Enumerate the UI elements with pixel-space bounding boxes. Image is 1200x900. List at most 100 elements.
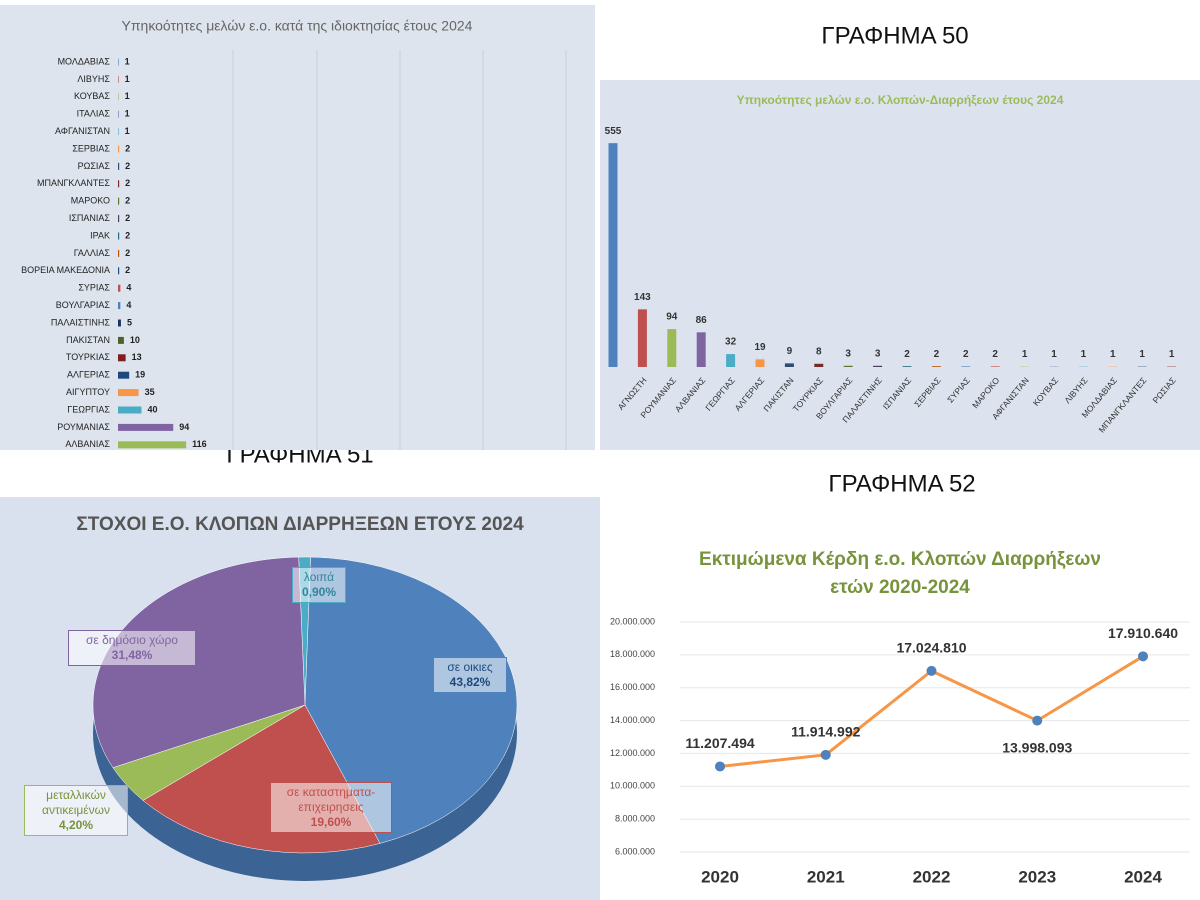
- bar: [784, 363, 794, 367]
- marker: [1138, 651, 1148, 662]
- bar: [118, 197, 120, 205]
- y-tick-label: 10.000.000: [610, 781, 655, 791]
- bar: [990, 366, 1000, 367]
- marker: [715, 761, 725, 772]
- bar: [696, 332, 706, 367]
- data-label: 2: [125, 248, 130, 258]
- data-label: 1: [125, 91, 130, 101]
- bar: [118, 441, 187, 449]
- bar: [118, 232, 120, 240]
- panel: [600, 528, 1200, 900]
- data-label: 2: [125, 265, 130, 275]
- data-label: 40: [148, 404, 158, 414]
- data-label: 19: [754, 342, 766, 353]
- data-label: 94: [666, 312, 678, 323]
- chart-title: ΣΤΟΧΟΙ Ε.Ο. ΚΛΟΠΩΝ ΔΙΑΡΡΗΞΕΩΝ ΕΤΟΥΣ 2024: [76, 514, 524, 535]
- y-tick-label: ΤΟΥΡΚΙΑΣ: [66, 352, 111, 362]
- data-label: 2: [992, 349, 998, 360]
- data-label: 35: [145, 387, 155, 397]
- pie-label: σε οικιες 43,82%: [433, 657, 507, 693]
- data-label: 116: [192, 439, 207, 449]
- data-label: 32: [725, 337, 737, 348]
- x-tick-label: 2020: [701, 867, 739, 886]
- data-label: 94: [179, 422, 189, 432]
- y-tick-label: ΑΛΒΑΝΙΑΣ: [65, 439, 110, 449]
- data-label: 9: [787, 346, 793, 357]
- data-label: 13: [132, 352, 142, 362]
- y-tick-label: ΒΟΡΕΙΑ ΜΑΚΕΔΟΝΙΑ: [21, 265, 110, 275]
- pie-label-name: σε οικιες: [447, 660, 493, 674]
- y-tick-label: ΓΕΩΡΓΙΑΣ: [67, 404, 110, 414]
- panel: [0, 5, 595, 450]
- bar: [118, 110, 119, 118]
- pie-label: μεταλλικών αντικειμένων 4,20%: [24, 785, 128, 836]
- pie-label-name: σε καταστηματα-επιχειρησεις: [286, 785, 376, 814]
- bar: [118, 284, 121, 292]
- marker: [926, 665, 937, 676]
- data-label: 10: [130, 335, 140, 345]
- y-tick-label: ΙΤΑΛΙΑΣ: [77, 109, 111, 119]
- data-label: 2: [904, 349, 910, 360]
- bar: [118, 215, 120, 223]
- data-label: 1: [1051, 349, 1057, 360]
- data-label: 1: [1139, 349, 1145, 360]
- data-label: 8: [816, 346, 822, 357]
- data-label: 4: [126, 300, 131, 310]
- y-tick-label: ΑΛΓΕΡΙΑΣ: [67, 370, 110, 380]
- data-label: 86: [696, 315, 708, 326]
- bar: [118, 58, 119, 66]
- pie-label-name: μεταλλικών αντικειμένων: [42, 788, 110, 817]
- data-label: 1: [125, 126, 130, 136]
- data-label: 2: [125, 213, 130, 223]
- data-label: 3: [845, 348, 851, 359]
- chart-title: Εκτιμώμενα Κέρδη ε.ο. Κλοπών Διαρρήξεων …: [699, 549, 1101, 598]
- bar: [118, 128, 119, 136]
- y-tick-label: ΣΥΡΙΑΣ: [78, 283, 110, 293]
- y-tick-label: ΒΟΥΛΓΑΡΙΑΣ: [56, 300, 111, 310]
- pie-label: σε καταστηματα-επιχειρησεις 19,60%: [270, 782, 392, 833]
- bar: [118, 145, 120, 153]
- pie-label-value: 4,20%: [58, 818, 94, 832]
- bar: [843, 365, 853, 367]
- pie-label-value: 0,90%: [301, 585, 337, 599]
- data-label: 555: [605, 126, 622, 137]
- bar: [118, 162, 120, 170]
- data-label: 2: [125, 161, 130, 171]
- data-label: 1: [125, 74, 130, 84]
- y-tick-label: ΙΣΠΑΝΙΑΣ: [69, 213, 111, 223]
- pie-slice: [304, 556, 518, 844]
- chart-title: Υπηκοότητες μελών ε.ο. κατά της ιδιοκτησ…: [122, 18, 473, 34]
- bar: [961, 366, 971, 367]
- data-label: 5: [127, 317, 132, 327]
- bar: [118, 406, 142, 414]
- y-tick-label: ΜΟΛΔΑΒΙΑΣ: [58, 56, 111, 66]
- bar: [118, 180, 120, 188]
- y-tick-label: ΓΑΛΛΙΑΣ: [74, 248, 111, 258]
- y-tick-label: 18.000.000: [610, 649, 655, 659]
- y-tick-label: ΠΑΚΙΣΤΑΝ: [66, 335, 110, 345]
- bar: [118, 249, 120, 257]
- data-label: 1: [1081, 349, 1087, 360]
- bar: [637, 309, 647, 367]
- caption: ΓΡΑΦΗΜΑ 52: [828, 470, 975, 497]
- y-tick-label: ΜΑΡΟΚΟ: [71, 196, 110, 206]
- bar: [931, 366, 941, 367]
- y-tick-label: ΚΟΥΒΑΣ: [74, 91, 110, 101]
- bar: [814, 363, 824, 367]
- y-tick-label: 20.000.000: [610, 616, 655, 626]
- y-tick-label: ΙΡΑΚ: [90, 230, 110, 240]
- y-tick-label: ΛΙΒΥΗΣ: [77, 74, 110, 84]
- data-label: 2: [125, 230, 130, 240]
- bar: [118, 371, 130, 379]
- pie-label: λοιπά 0,90%: [292, 567, 346, 603]
- pie-label-value: 31,48%: [111, 648, 153, 662]
- y-tick-label: ΣΕΡΒΙΑΣ: [72, 143, 110, 153]
- chart-title: Υπηκοότητες μελών ε.ο. Κλοπών-Διαρρήξεων…: [737, 93, 1064, 107]
- marker: [820, 749, 831, 760]
- data-label: 19: [135, 370, 145, 380]
- bar: [118, 93, 119, 101]
- data-label: 2: [963, 349, 969, 360]
- bar: [118, 336, 124, 344]
- y-tick-label: ΡΩΣΙΑΣ: [78, 161, 111, 171]
